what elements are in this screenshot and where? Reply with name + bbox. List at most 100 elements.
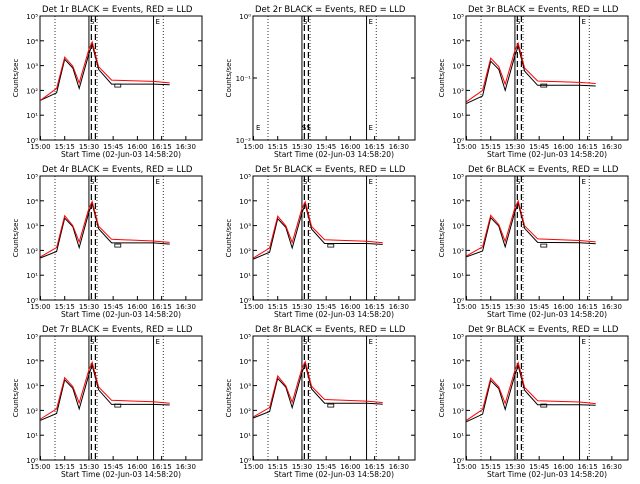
start-marker-label: S <box>303 338 308 346</box>
x-tick-label: 15:30 <box>79 303 99 311</box>
x-tick-label: 16:30 <box>389 303 409 311</box>
x-tick-label: 15:45 <box>529 303 549 311</box>
x-tick-label: 15:45 <box>103 303 123 311</box>
axes-frame <box>39 335 203 461</box>
x-tick-label: 16:00 <box>553 143 573 151</box>
y-tick-label: 10⁵ <box>26 333 38 341</box>
panel-title: Det 1r BLACK = Events, RED = LLD <box>42 5 193 15</box>
x-tick-label: 15:45 <box>103 463 123 471</box>
start-marker-label: S <box>303 178 308 186</box>
y-tick-label: 10⁴ <box>26 38 38 46</box>
axes-frame <box>465 175 629 301</box>
panel-5r: Det 5r BLACK = Events, RED = LLD 10⁰ 10¹ 10… <box>225 165 416 319</box>
x-tick-label: 15:30 <box>292 143 312 151</box>
y-axis-label: Counts/sec <box>12 219 20 258</box>
x-tick-label: 16:00 <box>127 303 147 311</box>
x-tick-label: 15:45 <box>316 463 336 471</box>
x-tick-label: 16:00 <box>340 143 360 151</box>
x-tick-label: 15:15 <box>55 463 75 471</box>
y-tick-label: 10³ <box>239 223 251 231</box>
y-axis-label: Counts/sec <box>225 219 233 258</box>
panel-1r: Det 1r BLACK = Events, RED = LLD 10⁰ 10¹ 10… <box>12 5 203 159</box>
axes-frame <box>465 15 629 141</box>
panel-4r: Det 4r BLACK = Events, RED = LLD 10⁰ 10¹ 10… <box>12 165 203 319</box>
x-tick-label: 15:30 <box>505 143 525 151</box>
x-tick-label: 16:00 <box>340 463 360 471</box>
x-tick-label: 15:15 <box>481 303 501 311</box>
x-tick-label: 15:30 <box>79 463 99 471</box>
series-lld <box>253 200 383 259</box>
end-marker-label: E <box>156 178 160 186</box>
series-events <box>253 362 383 419</box>
x-tick-label: 15:30 <box>79 143 99 151</box>
x-tick-label: 15:00 <box>243 143 263 151</box>
series-events <box>40 202 170 259</box>
x-tick-label: 15:00 <box>456 303 476 311</box>
y-tick-label: 10⁵ <box>452 13 464 21</box>
x-tick-label: 16:00 <box>553 303 573 311</box>
x-tick-label: 15:00 <box>243 463 263 471</box>
y-tick-label: 10⁴ <box>26 198 38 206</box>
y-tick-label: 10⁵ <box>452 173 464 181</box>
x-axis-label: Start Time (02-Jun-03 14:58:20) <box>61 150 181 159</box>
end-marker-label: E <box>369 338 373 346</box>
y-tick-label: 10⁴ <box>452 198 464 206</box>
y-tick-label: 10¹ <box>26 112 38 120</box>
y-axis-label: Counts/sec <box>12 379 20 418</box>
y-tick-label: 10⁵ <box>26 13 38 21</box>
y-axis-label: Counts/sec <box>225 59 233 98</box>
series-lld <box>40 199 170 258</box>
start-marker-label: S <box>90 338 95 346</box>
panel-7r: Det 7r BLACK = Events, RED = LLD 10⁰ 10¹ 10… <box>12 325 203 479</box>
x-tick-label: 15:30 <box>292 463 312 471</box>
y-tick-label: 10⁻¹ <box>236 75 252 83</box>
y-tick-label: 10⁰ <box>26 297 38 305</box>
start-marker-label: S <box>303 18 308 26</box>
x-tick-label: 15:45 <box>316 303 336 311</box>
x-tick-label: 15:00 <box>243 303 263 311</box>
start-marker-label: S <box>516 338 521 346</box>
series-lld <box>466 41 596 103</box>
y-tick-label: 10⁻² <box>236 137 252 145</box>
dip-box <box>327 403 335 408</box>
x-tick-label: 16:30 <box>602 303 622 311</box>
dip-box <box>540 83 548 88</box>
x-tick-label: 15:00 <box>30 143 50 151</box>
y-tick-label: 10² <box>239 407 251 415</box>
x-tick-label: 16:30 <box>176 143 196 151</box>
panel-8r: Det 8r BLACK = Events, RED = LLD 10⁰ 10¹ 10… <box>225 325 416 479</box>
y-tick-label: 10⁵ <box>452 333 464 341</box>
x-tick-label: 16:15 <box>578 143 598 151</box>
start-marker-label: S <box>90 178 95 186</box>
x-axis-label: Start Time (02-Jun-03 14:58:20) <box>487 150 607 159</box>
y-tick-label: 10¹ <box>452 112 464 120</box>
dip-box <box>327 243 335 248</box>
x-tick-label: 15:00 <box>456 463 476 471</box>
series-events <box>466 364 596 423</box>
y-tick-label: 10⁰ <box>452 457 464 465</box>
y-axis-label: Counts/sec <box>438 379 446 418</box>
y-tick-label: 10⁴ <box>26 358 38 366</box>
y-tick-label: 10⁰ <box>239 297 251 305</box>
panel-title: Det 5r BLACK = Events, RED = LLD <box>255 165 406 175</box>
y-axis-label: Counts/sec <box>438 219 446 258</box>
y-tick-label: 10⁰ <box>239 13 251 21</box>
end-marker-label: E <box>369 178 373 186</box>
y-tick-label: 10¹ <box>26 432 38 440</box>
y-axis-label: Counts/sec <box>438 59 446 98</box>
series-lld <box>253 360 383 418</box>
panel-title: Det 7r BLACK = Events, RED = LLD <box>42 325 193 335</box>
series-events <box>40 42 170 101</box>
x-tick-label: 15:15 <box>55 303 75 311</box>
end-marker-label: E <box>156 18 160 26</box>
x-tick-label: 15:15 <box>268 463 288 471</box>
x-tick-label: 16:30 <box>602 143 622 151</box>
x-tick-label: 16:30 <box>389 463 409 471</box>
x-tick-label: 16:15 <box>578 303 598 311</box>
x-tick-label: 15:15 <box>55 143 75 151</box>
y-tick-label: 10¹ <box>239 272 251 280</box>
x-tick-label: 15:30 <box>292 303 312 311</box>
x-tick-label: 16:15 <box>152 463 172 471</box>
y-tick-label: 10⁵ <box>26 173 38 181</box>
start-marker-label: S <box>516 178 521 186</box>
